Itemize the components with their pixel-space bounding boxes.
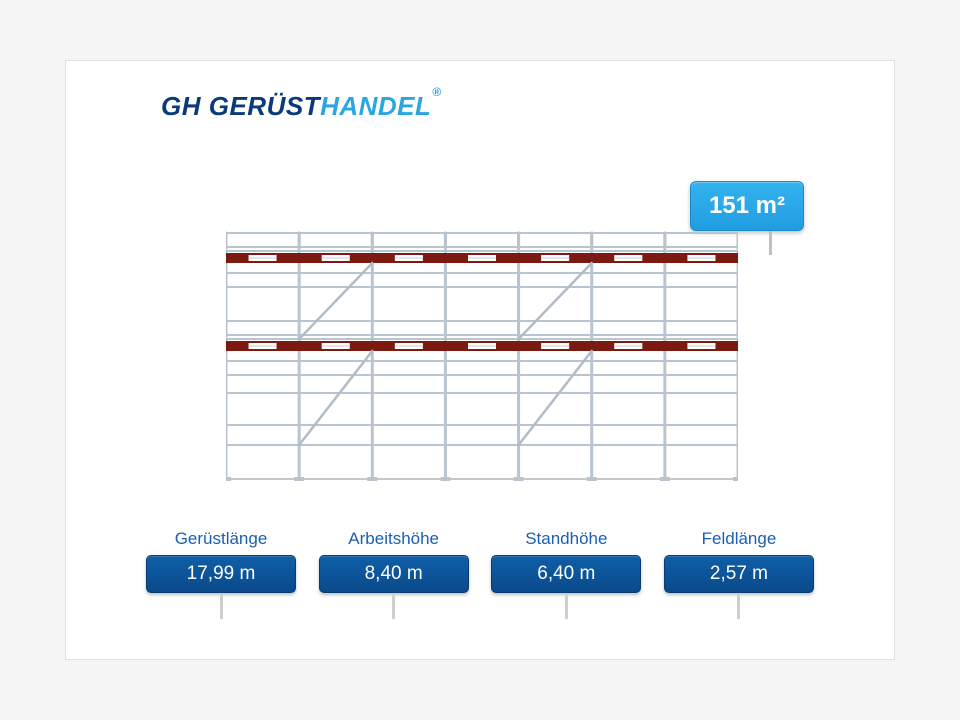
logo-part1: GH GERÜST: [161, 91, 320, 121]
metric-value: 6,40 m: [491, 555, 641, 593]
logo-part2: HANDEL: [320, 91, 431, 121]
metric: Standhöhe 6,40 m: [491, 529, 641, 619]
metric: Arbeitshöhe 8,40 m: [319, 529, 469, 619]
metric: Feldlänge 2,57 m: [664, 529, 814, 619]
metric-label: Gerüstlänge: [146, 529, 296, 549]
metric-label: Feldlänge: [664, 529, 814, 549]
scaffold-diagram: [226, 229, 738, 481]
metric-value: 17,99 m: [146, 555, 296, 593]
metric-value: 2,57 m: [664, 555, 814, 593]
area-badge-tick: [769, 231, 772, 255]
metric: Gerüstlänge 17,99 m: [146, 529, 296, 619]
metric-label: Arbeitshöhe: [319, 529, 469, 549]
metric-value: 8,40 m: [319, 555, 469, 593]
area-badge: 151 m²: [690, 181, 804, 231]
brand-logo: GH GERÜSTHANDEL®: [161, 91, 441, 122]
metric-tick: [565, 593, 568, 619]
metrics-row: Gerüstlänge 17,99 m Arbeitshöhe 8,40 m Stand…: [146, 529, 814, 619]
metric-tick: [737, 593, 740, 619]
metric-label: Standhöhe: [491, 529, 641, 549]
metric-tick: [220, 593, 223, 619]
area-value: 151 m²: [709, 192, 785, 219]
metric-tick: [392, 593, 395, 619]
registered-icon: ®: [432, 85, 441, 99]
product-card: GH GERÜSTHANDEL® 151 m² Gerüstlänge 17,99…: [65, 60, 895, 660]
